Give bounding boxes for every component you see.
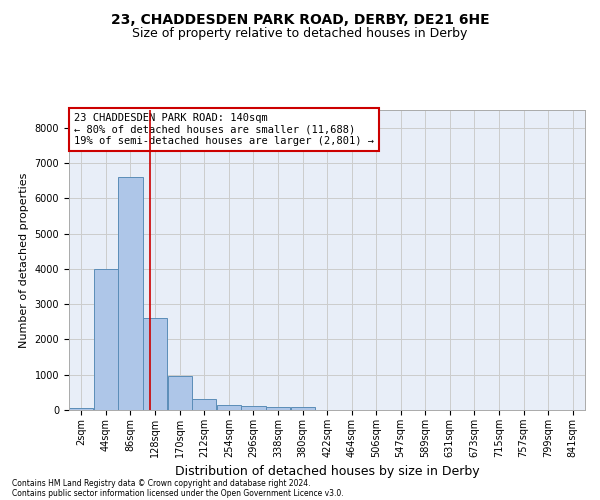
Bar — [192, 399, 217, 410]
Text: Contains public sector information licensed under the Open Government Licence v3: Contains public sector information licen… — [12, 488, 344, 498]
X-axis label: Distribution of detached houses by size in Derby: Distribution of detached houses by size … — [175, 466, 479, 478]
Bar — [266, 407, 290, 410]
Text: 23 CHADDESDEN PARK ROAD: 140sqm
← 80% of detached houses are smaller (11,688)
19: 23 CHADDESDEN PARK ROAD: 140sqm ← 80% of… — [74, 113, 374, 146]
Bar — [118, 177, 143, 410]
Bar — [217, 406, 241, 410]
Text: Contains HM Land Registry data © Crown copyright and database right 2024.: Contains HM Land Registry data © Crown c… — [12, 478, 311, 488]
Bar — [69, 408, 94, 410]
Bar — [241, 406, 266, 410]
Bar — [167, 376, 192, 410]
Bar — [290, 407, 315, 410]
Text: 23, CHADDESDEN PARK ROAD, DERBY, DE21 6HE: 23, CHADDESDEN PARK ROAD, DERBY, DE21 6H… — [110, 12, 490, 26]
Bar — [143, 318, 167, 410]
Text: Size of property relative to detached houses in Derby: Size of property relative to detached ho… — [133, 28, 467, 40]
Bar — [94, 269, 118, 410]
Y-axis label: Number of detached properties: Number of detached properties — [19, 172, 29, 348]
